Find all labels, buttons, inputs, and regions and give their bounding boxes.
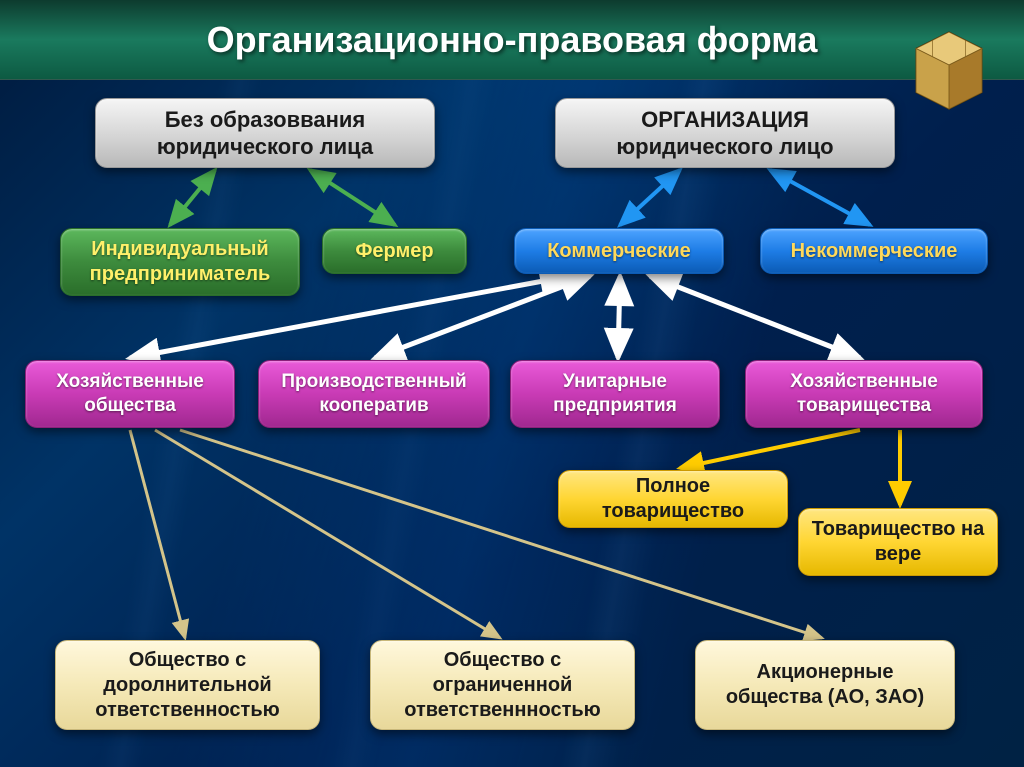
page-title: Организационно-правовая форма (207, 19, 818, 61)
node-noncommercial: Некоммерческие (760, 228, 988, 274)
node-farmer: Фермер (322, 228, 467, 274)
node-prod-koop: Производственный кооператив (258, 360, 490, 428)
node-ooo: Общество с ограниченной ответственнность… (370, 640, 635, 730)
decorative-cube-icon (894, 10, 1004, 120)
node-full-tov: Полное товарищество (558, 470, 788, 528)
node-ip: Индивидуальный предприниматель (60, 228, 300, 296)
node-hoz-obsh: Хозяйственные общества (25, 360, 235, 428)
node-ao: Акционерные общества (АО, ЗАО) (695, 640, 955, 730)
node-odo: Общество с доролнительной ответственност… (55, 640, 320, 730)
node-legal-no: Без образоввания юридического лица (95, 98, 435, 168)
node-unitary: Унитарные предприятия (510, 360, 720, 428)
node-faith-tov: Товарищество на вере (798, 508, 998, 576)
node-commercial: Коммерческие (514, 228, 724, 274)
node-hoz-tov: Хозяйственные товарищества (745, 360, 983, 428)
title-bar: Организационно-правовая форма (0, 0, 1024, 80)
node-legal-yes: ОРГАНИЗАЦИЯ юридического лицо (555, 98, 895, 168)
